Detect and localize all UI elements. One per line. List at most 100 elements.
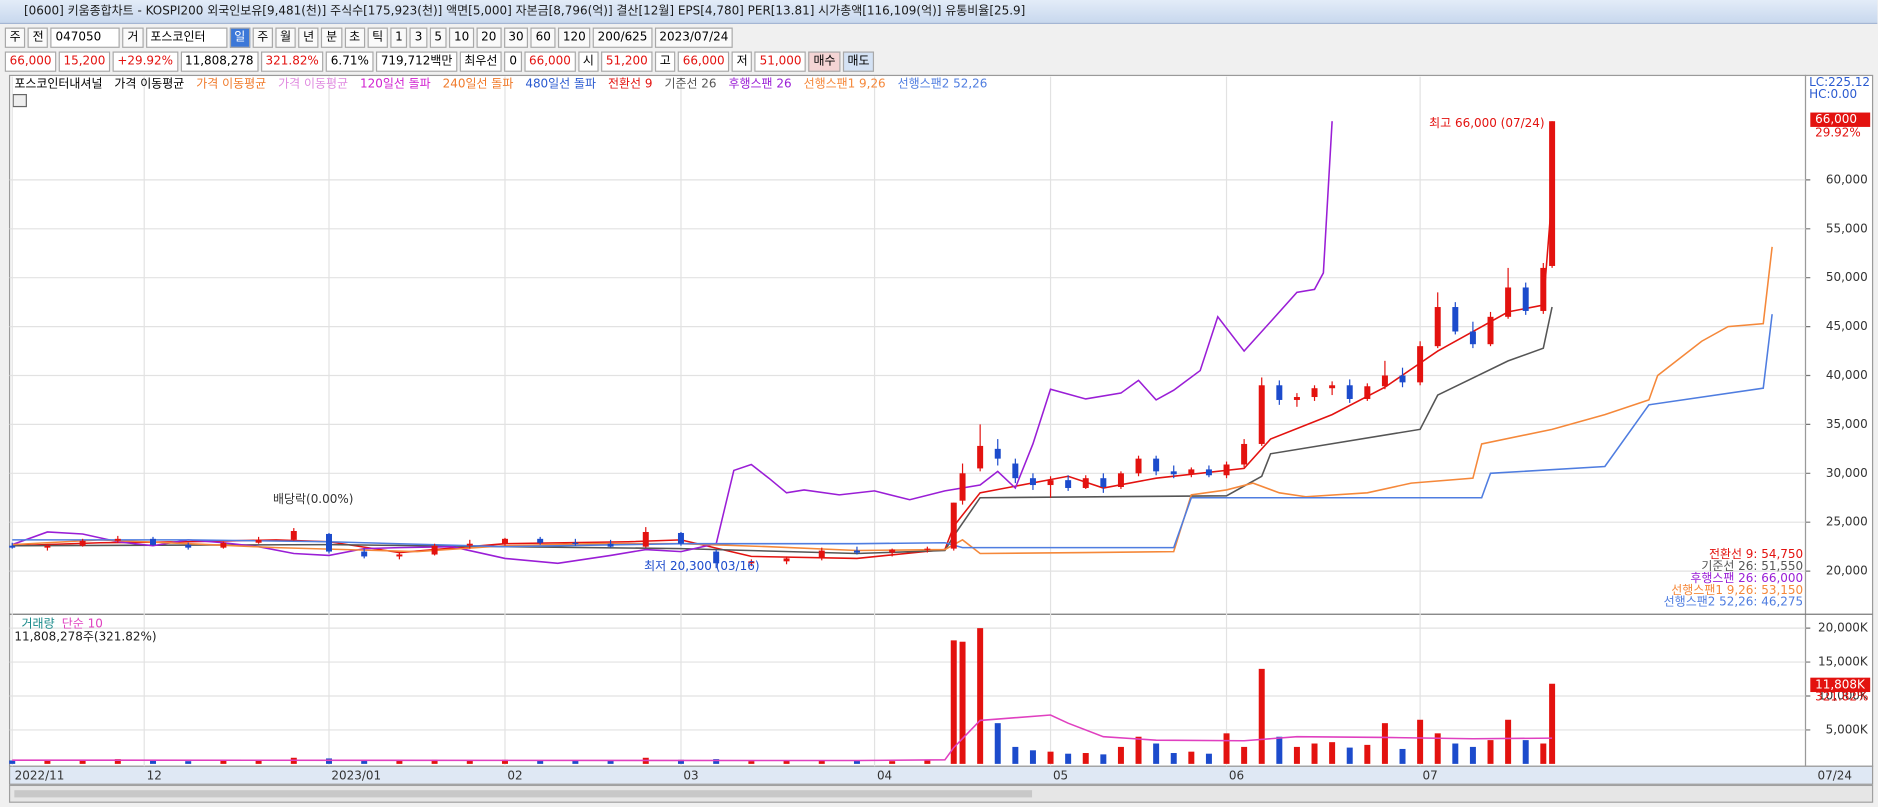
y-tick-label: 55,000 (1826, 221, 1868, 235)
volume-bar (1117, 746, 1124, 764)
settings-icon[interactable] (12, 93, 27, 108)
toolbar-button[interactable]: 047050 (50, 27, 121, 48)
volume-bar (1153, 743, 1160, 764)
candle-body (924, 548, 931, 550)
candle-body (977, 445, 984, 469)
volume-ma-line (12, 714, 1553, 762)
indicator-line (12, 246, 1773, 555)
toolbar-button[interactable]: 120 (558, 27, 591, 48)
volume-bar (607, 760, 614, 764)
volume-bar (1381, 723, 1388, 764)
candle-body (1135, 458, 1142, 474)
volume-bar (677, 759, 684, 764)
y-tick-label: 50,000 (1826, 270, 1868, 284)
indicator-value: 전환선 9: 54,750 (1709, 547, 1803, 561)
volume-bar (994, 723, 1001, 764)
indicator-value: 선행스팬1 9,26: 53,150 (1671, 582, 1803, 597)
title-bar: [0600] 키움종합차트 - KOSPI200 외국인보유[9,481(천)]… (0, 0, 1878, 24)
toolbar-button[interactable]: 10 (449, 27, 474, 48)
candle-body (1117, 473, 1124, 487)
toolbar-button[interactable]: 거 (122, 27, 144, 48)
toolbar-button[interactable]: 초 (344, 27, 365, 48)
indicator-line (12, 306, 1553, 555)
volume-bar (977, 628, 984, 764)
volume-bar (326, 758, 332, 764)
volume-bar (1135, 736, 1142, 764)
candle-body (959, 473, 966, 501)
candle-body (1223, 464, 1230, 476)
last-volume-pct: 321.82% (1815, 689, 1868, 703)
y-tick-label: 25,000 (1826, 515, 1868, 529)
indicator-line (12, 314, 1773, 549)
toolbar-button[interactable]: 주 (4, 27, 26, 48)
quote-field[interactable]: 매수 (808, 51, 841, 72)
candle-body (255, 539, 262, 543)
volume-bar (501, 759, 508, 764)
candle-body (1047, 480, 1054, 486)
candle-body (396, 554, 403, 557)
legend-item: 선행스팬2 52,26 (898, 75, 988, 90)
x-tick-label: 12 (147, 768, 162, 782)
volume-bar (361, 760, 368, 764)
quote-field[interactable]: 매도 (842, 51, 875, 72)
volume-bar (1241, 746, 1248, 764)
candle-body (1329, 385, 1336, 389)
toolbar-button[interactable]: 1 (390, 27, 408, 48)
quote-field: 11,808,278 (180, 51, 259, 72)
x-tick-label: 06 (1229, 768, 1244, 782)
x-tick-label: 2022/11 (15, 768, 65, 782)
candle-body (1399, 375, 1406, 383)
toolbar-button[interactable]: 20 (476, 27, 502, 48)
toolbar-button[interactable]: 2023/07/24 (654, 27, 734, 48)
y-tick-label: 40,000 (1826, 368, 1868, 382)
candle-body (1012, 463, 1019, 479)
volume-bar (818, 760, 825, 764)
candle-body (1241, 443, 1248, 465)
volume-bar (713, 759, 720, 764)
toolbar-button[interactable]: 200/625 (592, 27, 653, 48)
candle-body (1293, 397, 1300, 400)
candle-body (1311, 388, 1318, 398)
y-tick-label: 20,000K (1818, 621, 1869, 635)
toolbar-button[interactable]: 월 (275, 27, 296, 48)
toolbar-button[interactable]: 전 (27, 27, 49, 48)
toolbar-button[interactable]: 포스코인터 (145, 27, 228, 48)
x-tick-label: 03 (683, 768, 698, 782)
candle-body (290, 531, 297, 540)
annotation: 최저 20,300 (03/16) (644, 559, 759, 573)
candle-body (1469, 331, 1476, 345)
volume-bar (537, 760, 544, 764)
toolbar-button[interactable]: 30 (503, 27, 529, 48)
candle-body (889, 549, 896, 553)
toolbar-button[interactable]: 60 (530, 27, 556, 48)
quote-field: 최우선 (459, 51, 503, 72)
candle-body (1540, 267, 1547, 311)
y-tick-label: 20,000 (1826, 564, 1868, 578)
quote-field: 15,200 (58, 51, 111, 72)
x-tick-label: 07/24 (1818, 768, 1853, 782)
toolbar-button[interactable]: 3 (409, 27, 428, 48)
legend-item: 120일선 돌파 (360, 76, 431, 90)
volume-flag (1810, 677, 1871, 693)
quote-field: 66,000 (677, 51, 730, 72)
toolbar-button[interactable]: 틱 (367, 27, 388, 48)
quote-field: 시 (578, 51, 599, 72)
candle-body (220, 542, 227, 548)
candle-body (1153, 458, 1160, 472)
toolbar-button[interactable]: 주 (252, 27, 274, 48)
quote-field: 321.82% (260, 51, 324, 72)
y-tick-label: 45,000 (1826, 319, 1868, 333)
candle-body (185, 544, 192, 548)
scroll-thumb[interactable] (14, 790, 1033, 798)
legend-item: 포스코인터내셔널 (14, 76, 102, 90)
volume-bar (1012, 746, 1019, 764)
toolbar-button[interactable]: 5 (429, 27, 447, 48)
candle-body (1029, 478, 1036, 486)
right-axis (1804, 74, 1874, 767)
toolbar-button[interactable]: 분 (321, 27, 342, 48)
candle-body (501, 538, 508, 544)
toolbar-button[interactable]: 일 (229, 27, 251, 48)
volume-bar (959, 641, 966, 764)
quote-field: 66,000 (524, 51, 576, 72)
toolbar-button[interactable]: 년 (298, 27, 319, 48)
